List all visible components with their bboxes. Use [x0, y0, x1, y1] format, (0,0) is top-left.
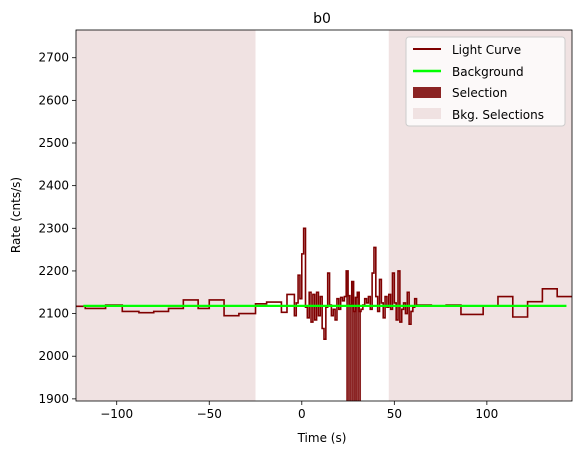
y-tick-label: 2400 [38, 179, 69, 193]
y-tick-label: 2500 [38, 136, 69, 150]
legend-label-background: Background [452, 65, 524, 79]
bkg-selection-region-0 [76, 30, 256, 401]
x-tick-label: 50 [387, 407, 402, 421]
light-curve [76, 227, 572, 340]
selection-bar [355, 297, 358, 401]
selection-bar [359, 311, 362, 401]
y-tick-label: 2200 [38, 264, 69, 278]
chart-title: b0 [313, 11, 331, 27]
light-curve-layer [76, 227, 572, 340]
selection-bar [346, 270, 349, 401]
x-axis: −100 −50 0 50 100 [100, 401, 498, 421]
legend-swatch-selection [413, 87, 441, 98]
selection-bar [349, 305, 352, 401]
y-tick-label: 2100 [38, 307, 69, 321]
y-axis-label: Rate (cnts/s) [9, 177, 23, 253]
plot-frame [75, 29, 573, 402]
selection-bar [348, 295, 350, 401]
x-tick-label: −50 [197, 407, 222, 421]
selection-bar [357, 292, 360, 401]
y-tick-label: 2700 [38, 51, 69, 65]
selection-region [346, 270, 362, 401]
y-tick-label: 2300 [38, 221, 69, 235]
x-tick-label: −100 [100, 407, 133, 421]
legend-label-light-curve: Light Curve [452, 43, 521, 57]
selection-bar [351, 281, 354, 401]
x-tick-label: 100 [475, 407, 498, 421]
y-tick-label: 2600 [38, 93, 69, 107]
legend-label-selection: Selection [452, 86, 507, 100]
x-tick-label: 0 [298, 407, 306, 421]
x-axis-label: Time (s) [297, 431, 347, 445]
y-tick-label: 2000 [38, 349, 69, 363]
y-axis: 1900 2000 2100 2200 2300 2400 2500 2600 2700 [38, 51, 76, 406]
legend-swatch-bkg-selections [413, 108, 441, 119]
legend-frame [405, 36, 566, 127]
legend-label-bkg-selections: Bkg. Selections [452, 108, 544, 122]
selection-bar [353, 311, 356, 401]
legend: Light Curve Background Selection Bkg. Se… [405, 36, 566, 127]
y-tick-label: 1900 [38, 392, 69, 406]
